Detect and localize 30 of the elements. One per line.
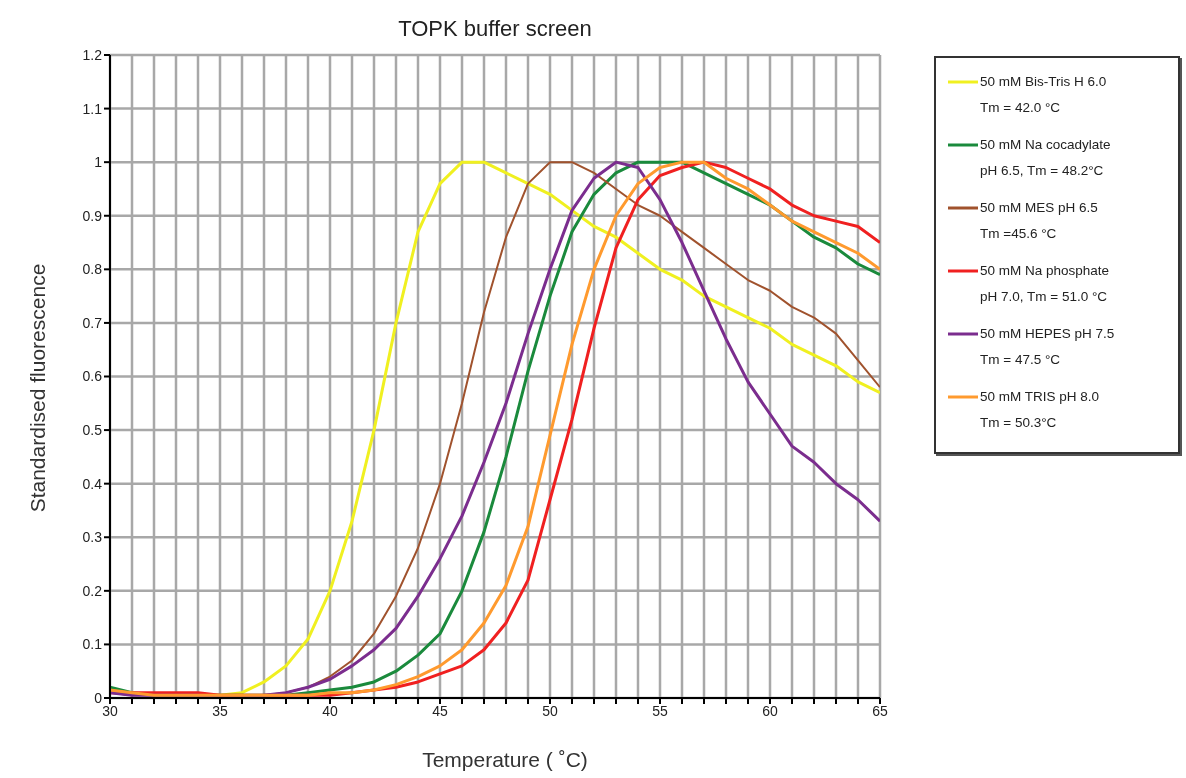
y-tick-label: 0.8 bbox=[82, 261, 103, 278]
x-tick-label: 50 bbox=[542, 702, 558, 719]
x-tick-label: 40 bbox=[322, 702, 338, 719]
x-axis-title: Temperature ( ˚C) bbox=[421, 748, 589, 772]
y-tick-label: 0.7 bbox=[82, 314, 103, 331]
x-tick-label: 45 bbox=[432, 702, 448, 719]
x-tick-label: 60 bbox=[762, 702, 778, 719]
y-tick-label: 0.4 bbox=[82, 475, 103, 492]
chart-title: TOPK buffer screen bbox=[397, 16, 593, 42]
y-tick-label: 0.2 bbox=[82, 582, 103, 599]
x-tick-label: 35 bbox=[212, 702, 228, 719]
y-tick-label: 0.3 bbox=[82, 529, 103, 546]
x-tick-label: 30 bbox=[102, 702, 118, 719]
legend-label: 50 mM MES pH 6.5 Tm =45.6 °C bbox=[980, 199, 1098, 243]
legend-label: 50 mM TRIS pH 8.0 Tm = 50.3°C bbox=[980, 388, 1100, 432]
y-axis-title: Standardised fluorescence bbox=[26, 263, 50, 513]
y-tick-label: 0 bbox=[94, 689, 103, 706]
y-tick-label: 0.6 bbox=[82, 368, 103, 385]
y-tick-label: 0.1 bbox=[82, 636, 103, 653]
x-tick-label: 65 bbox=[872, 702, 888, 719]
y-tick-label: 1 bbox=[94, 154, 103, 171]
legend-label: 50 mM Na cocadylate pH 6.5, Tm = 48.2°C bbox=[980, 136, 1111, 180]
legend-label: 50 mM HEPES pH 7.5 Tm = 47.5 °C bbox=[980, 325, 1115, 369]
x-tick-label: 55 bbox=[652, 702, 668, 719]
legend-label: 50 mM Bis-Tris H 6.0 Tm = 42.0 °C bbox=[980, 73, 1107, 117]
y-tick-label: 0.5 bbox=[82, 422, 103, 439]
y-tick-label: 0.9 bbox=[82, 207, 103, 224]
y-tick-label: 1.1 bbox=[82, 100, 103, 117]
legend-label: 50 mM Na phosphate pH 7.0, Tm = 51.0 °C bbox=[980, 262, 1110, 306]
y-tick-label: 1.2 bbox=[82, 46, 103, 63]
